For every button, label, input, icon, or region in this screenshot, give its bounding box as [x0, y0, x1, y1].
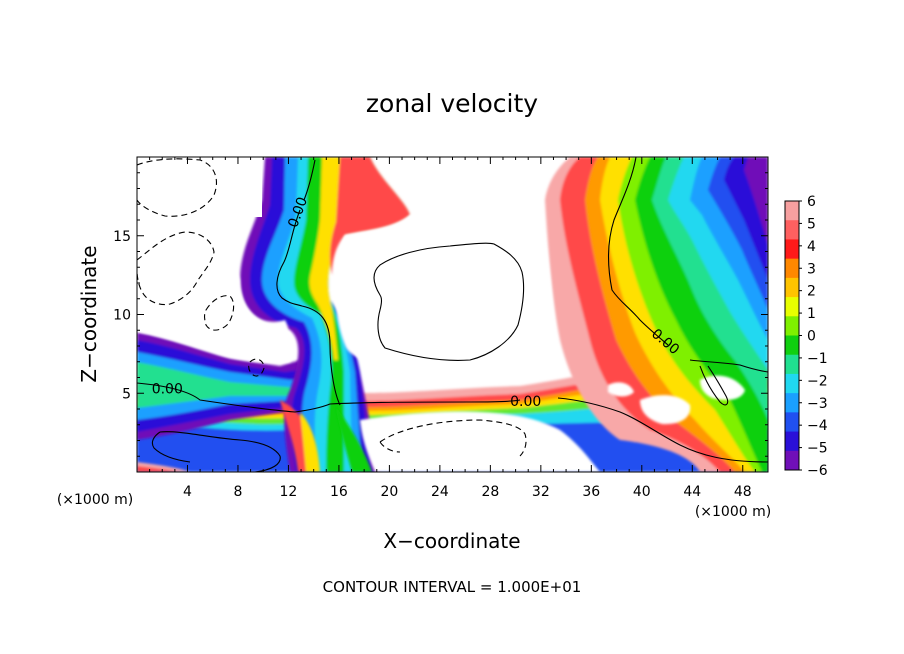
- x-tick-label: 20: [380, 484, 398, 500]
- colorbar-swatch: [785, 354, 799, 375]
- negative-contours: [137, 158, 527, 457]
- colorbar-label: −1: [807, 351, 828, 367]
- zero-contour-left-2: [557, 397, 768, 463]
- colorbar-label: −5: [807, 441, 828, 457]
- x-tick-label: 32: [532, 484, 550, 500]
- lower-left-jet: [137, 332, 300, 440]
- x-unit-label-right: (×1000 m): [695, 504, 771, 520]
- colorbar-label: −4: [807, 418, 828, 434]
- velocity-field: [137, 157, 768, 472]
- left-plume: [240, 157, 410, 472]
- colorbar-swatch: [785, 412, 799, 433]
- colorbar-label: 3: [807, 261, 816, 277]
- colorbar-label: −2: [807, 373, 828, 389]
- colorbar-swatch: [785, 450, 799, 471]
- zero-contour-plume: [276, 159, 341, 406]
- colorbar-swatch: [785, 316, 799, 336]
- y-axis: 5 10 15: [113, 172, 768, 457]
- lower-left-island-contour: [151, 431, 281, 472]
- x-axis: 4 8 12 16 20 24 28 32 36 40 44 48: [149, 157, 756, 500]
- colorbar-label: 0: [807, 329, 816, 345]
- x-tick-label: 16: [330, 484, 348, 500]
- colorbar-swatch: [785, 220, 799, 240]
- colorbar-swatch: [785, 239, 799, 260]
- colorbar-swatch: [785, 393, 799, 413]
- x-tick-label: 8: [233, 484, 242, 500]
- x-tick-label: 40: [633, 484, 651, 500]
- x-tick-label: 36: [582, 484, 600, 500]
- contour-interval-note: CONTOUR INTERVAL = 1.000E+01: [323, 578, 582, 596]
- contour-label: 0.00: [152, 382, 183, 398]
- zero-contour-right: [608, 157, 768, 373]
- x-axis-title: X−coordinate: [383, 529, 520, 553]
- colorbar-swatch: [785, 335, 799, 356]
- tiny-dashed-contour: [248, 358, 265, 377]
- colorbar-label: 1: [807, 306, 816, 322]
- y-tick-label: 15: [113, 229, 131, 245]
- y-tick-label: 10: [113, 308, 131, 324]
- colorbar-swatch: [785, 431, 799, 452]
- x-tick-label: 24: [431, 484, 449, 500]
- lower-dashed-contour: [379, 419, 527, 457]
- topleft-dashed-contour: [137, 158, 218, 217]
- colorbar-swatch: [785, 201, 799, 221]
- colorbar-swatch: [785, 373, 799, 394]
- contour-labels: 0.000.000.000.00: [152, 195, 683, 410]
- zero-contour-right-island: [699, 365, 729, 406]
- colorbar-label: 5: [807, 216, 816, 232]
- colorbar-label: 6: [807, 194, 816, 210]
- x-tick-label: 48: [734, 484, 752, 500]
- colorbar: 6 5 4 3 2 1 0 −1 −2 −3 −4 −5 −6: [784, 194, 828, 479]
- central-island-contour: [373, 242, 525, 361]
- small-dashed-contour: [203, 295, 235, 331]
- x-tick-label: 28: [481, 484, 499, 500]
- colorbar-label: 2: [807, 284, 816, 300]
- x-unit-label-left: (×1000 m): [57, 492, 133, 508]
- x-tick-label: 4: [183, 484, 192, 500]
- y-axis-title: Z−coordinate: [77, 245, 101, 382]
- chart-title: zonal velocity: [366, 89, 538, 118]
- colorbar-swatch: [785, 277, 799, 298]
- left-dashed-contour: [137, 231, 215, 306]
- colorbar-label: 4: [807, 239, 816, 255]
- colorbar-label: −3: [807, 396, 828, 412]
- colorbar-swatch: [785, 297, 799, 317]
- colorbar-swatch: [785, 258, 799, 279]
- contour-label: 0.00: [510, 394, 541, 410]
- lower-center-jet: [137, 400, 372, 472]
- contour-lines: [137, 157, 768, 472]
- x-tick-label: 44: [683, 484, 701, 500]
- y-tick-label: 5: [122, 386, 131, 402]
- zero-contour-left: [137, 382, 521, 413]
- x-tick-label: 12: [280, 484, 298, 500]
- colorbar-label: −6: [807, 463, 828, 479]
